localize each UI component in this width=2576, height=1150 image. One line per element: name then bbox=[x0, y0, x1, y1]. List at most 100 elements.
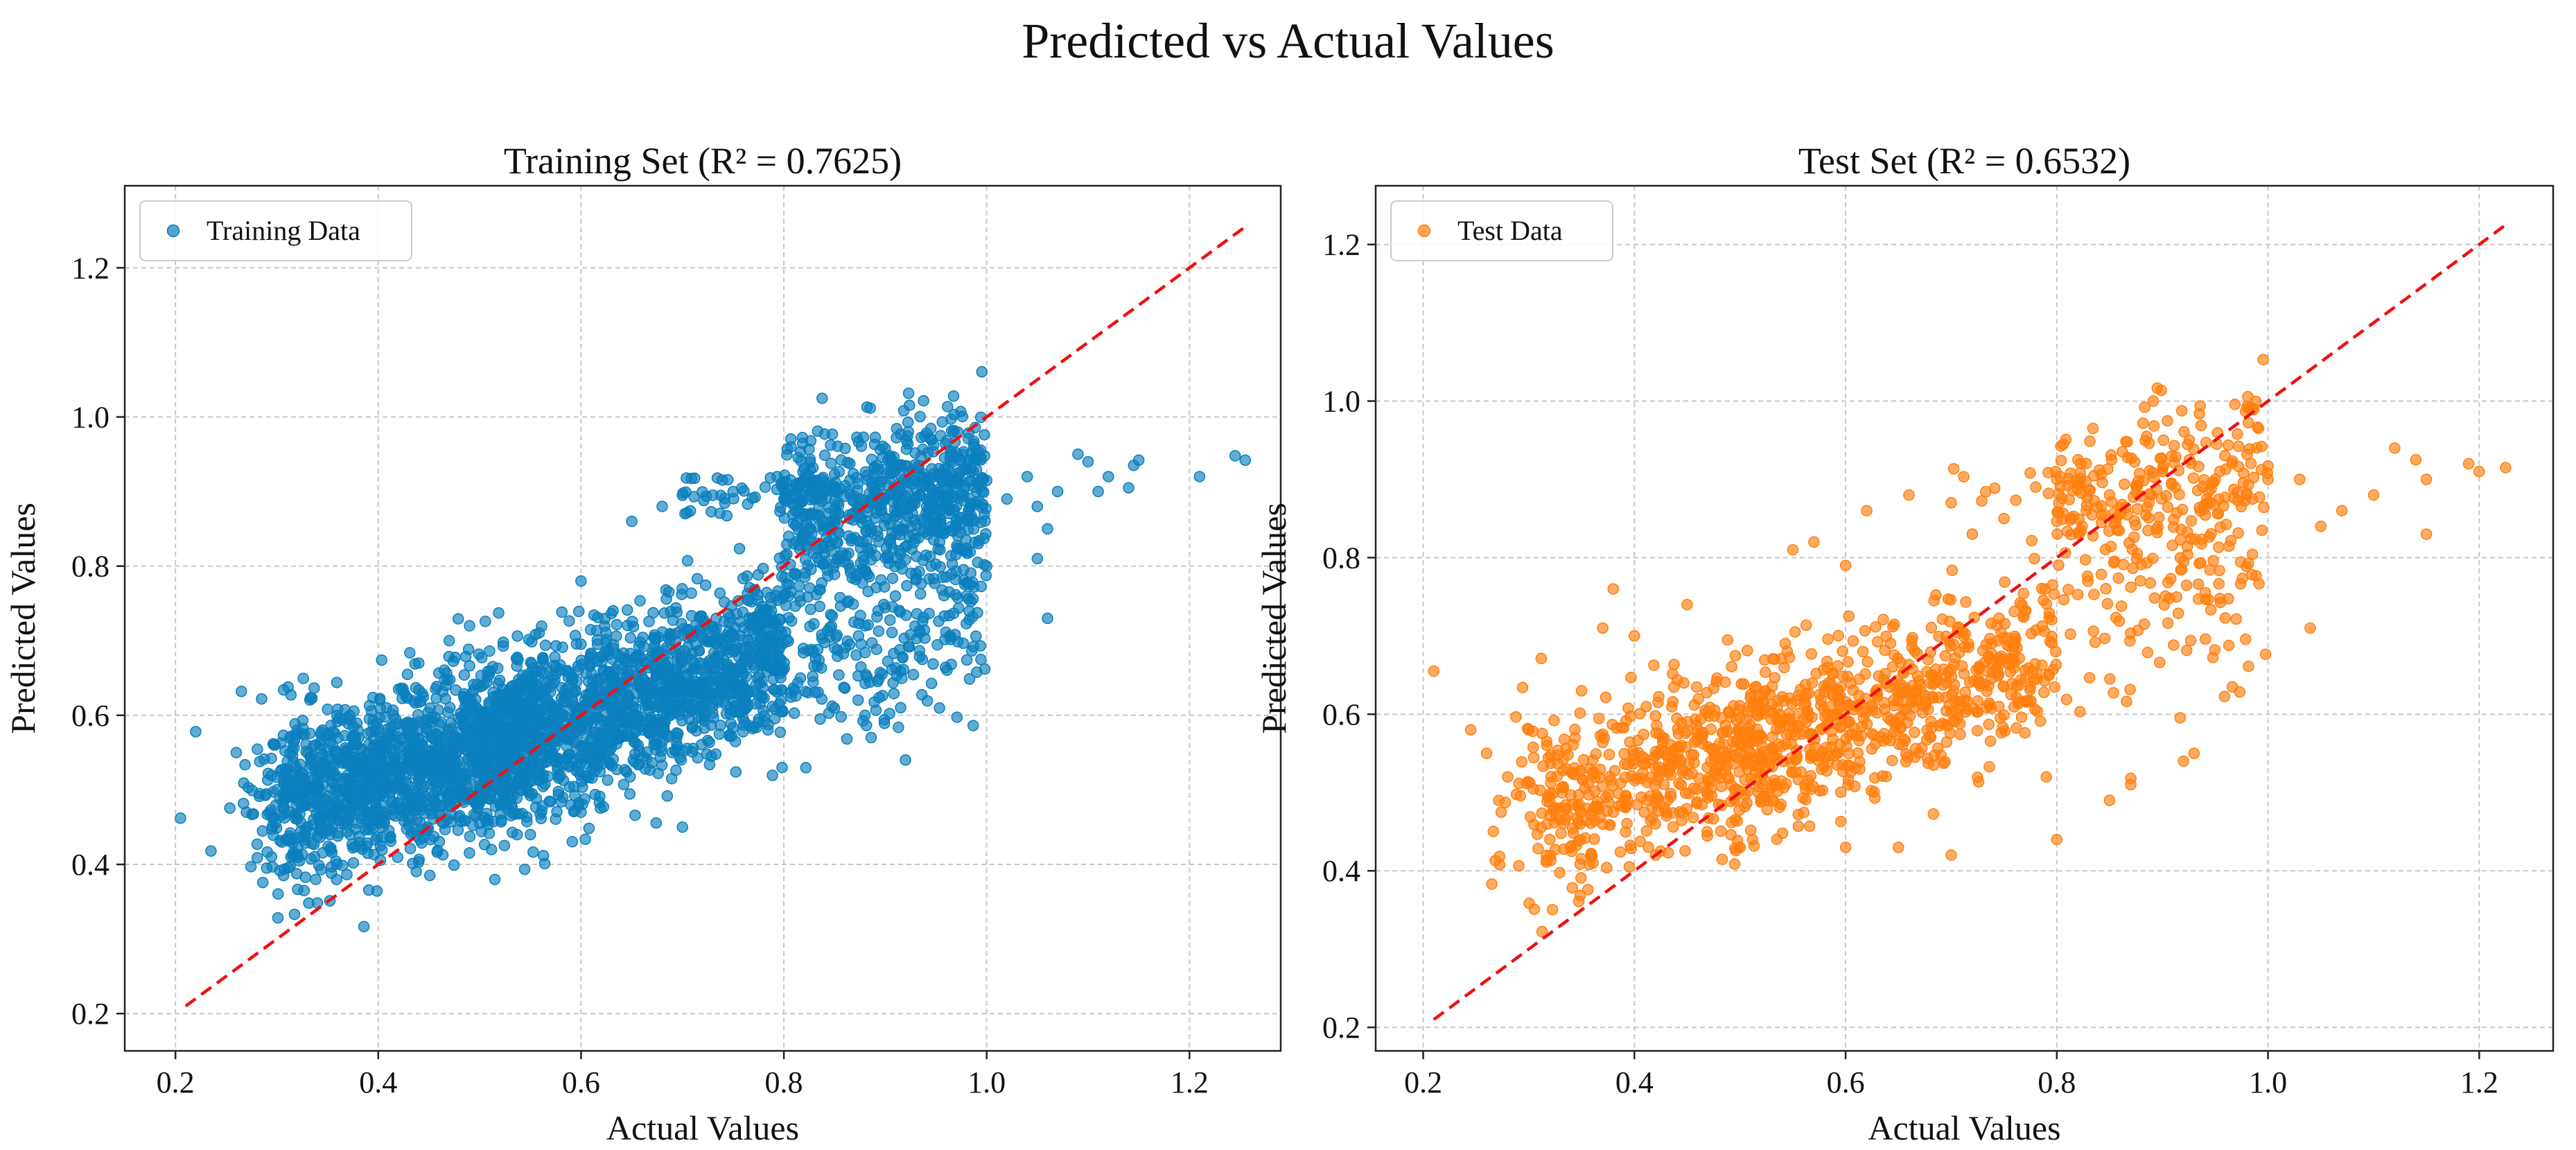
chart1-point bbox=[385, 744, 398, 756]
chart1-point bbox=[778, 493, 790, 505]
chart1-point bbox=[896, 651, 909, 663]
chart1-point bbox=[859, 709, 871, 722]
chart1-point bbox=[624, 771, 636, 783]
chart2-point bbox=[2187, 472, 2200, 484]
chart1-point bbox=[902, 641, 915, 652]
chart1-point bbox=[900, 609, 912, 621]
chart2-point bbox=[1843, 699, 1855, 711]
chart1-point bbox=[916, 471, 929, 482]
chart1-point bbox=[267, 812, 279, 824]
chart1-point bbox=[925, 677, 938, 690]
chart1-point bbox=[878, 717, 891, 729]
chart2-point bbox=[2246, 548, 2259, 560]
chart1-point bbox=[419, 780, 431, 792]
chart1-y-tick-label: 0.8 bbox=[71, 550, 109, 584]
chart1-point bbox=[1042, 612, 1053, 625]
chart2-point bbox=[2053, 559, 2065, 571]
chart1-y-tick-label: 0.4 bbox=[71, 848, 109, 882]
chart2-point bbox=[2162, 617, 2174, 629]
chart1-point bbox=[724, 633, 736, 645]
chart1-point bbox=[527, 846, 539, 858]
chart2-point bbox=[1886, 661, 1899, 673]
chart1-point bbox=[647, 607, 659, 619]
chart1-point bbox=[893, 496, 904, 508]
chart2-point bbox=[2104, 673, 2116, 685]
chart2-point bbox=[2110, 611, 2122, 624]
chart1-point bbox=[310, 785, 322, 798]
chart1-point bbox=[915, 431, 927, 444]
chart1-point bbox=[265, 752, 277, 765]
chart2-point bbox=[1620, 826, 1631, 838]
chart1-point bbox=[435, 716, 447, 729]
chart1-point bbox=[1103, 471, 1114, 482]
chart1-point bbox=[897, 405, 910, 417]
chart1-point bbox=[825, 458, 837, 469]
chart2-point bbox=[1681, 715, 1694, 728]
chart1-point bbox=[814, 600, 825, 613]
chart1-point bbox=[297, 672, 309, 684]
chart1-point bbox=[550, 756, 563, 768]
chart2-point bbox=[1999, 576, 2010, 588]
chart1-point bbox=[308, 682, 320, 694]
chart1-point bbox=[623, 729, 635, 742]
chart1-point bbox=[910, 482, 922, 495]
chart1-point bbox=[952, 542, 963, 554]
chart1-point bbox=[646, 757, 658, 769]
chart1-point bbox=[737, 573, 749, 584]
chart1-point bbox=[914, 410, 926, 423]
chart1-point bbox=[936, 584, 948, 596]
chart1-point bbox=[963, 515, 974, 528]
chart1-point bbox=[872, 604, 884, 617]
chart1-point bbox=[419, 717, 431, 729]
chart2-point bbox=[2108, 687, 2119, 699]
chart1-point bbox=[694, 656, 706, 669]
chart1-point bbox=[457, 718, 468, 730]
chart1-point bbox=[279, 812, 290, 824]
chart1-point bbox=[480, 730, 492, 742]
chart1-point bbox=[543, 665, 556, 677]
chart1-point bbox=[816, 392, 828, 404]
chart1-point bbox=[570, 686, 581, 698]
chart1-point bbox=[351, 764, 362, 776]
chart1-point bbox=[579, 793, 591, 805]
chart2-points bbox=[1428, 354, 2512, 938]
chart1-point bbox=[818, 449, 831, 462]
chart1-point bbox=[374, 702, 387, 715]
chart2-point bbox=[1554, 866, 1566, 879]
chart1-point bbox=[624, 788, 636, 800]
chart1-point bbox=[844, 474, 856, 487]
chart2-point bbox=[2239, 634, 2252, 645]
chart2-point bbox=[1676, 814, 1688, 826]
chart1-point bbox=[579, 833, 591, 845]
chart1-point bbox=[676, 821, 688, 833]
chart1-point bbox=[692, 711, 704, 724]
chart1-point bbox=[967, 581, 980, 593]
chart2-point bbox=[2047, 579, 2058, 591]
chart2-point bbox=[1716, 853, 1728, 866]
chart1-point bbox=[277, 729, 290, 742]
chart1-point bbox=[468, 742, 480, 755]
chart2-point bbox=[2185, 515, 2198, 527]
chart1-point bbox=[829, 514, 841, 526]
chart2-point bbox=[2100, 583, 2112, 595]
chart1-point bbox=[881, 549, 893, 561]
chart2-point bbox=[2087, 625, 2099, 637]
chart1-point bbox=[468, 732, 480, 744]
chart1-point bbox=[833, 527, 845, 539]
chart2-point bbox=[1947, 463, 1960, 475]
chart1-point bbox=[483, 828, 496, 839]
chart2-point bbox=[2048, 588, 2060, 600]
chart1-point bbox=[344, 807, 356, 819]
chart1-point bbox=[776, 761, 788, 774]
chart1-point bbox=[261, 862, 273, 874]
chart1-point bbox=[656, 500, 668, 512]
chart2-point bbox=[1588, 833, 1600, 845]
chart2-point bbox=[2178, 426, 2190, 438]
chart2-point bbox=[1837, 759, 1848, 771]
chart2-point bbox=[2088, 589, 2100, 600]
chart2-point bbox=[2153, 512, 2165, 523]
chart1-point bbox=[310, 873, 322, 885]
chart1-point bbox=[927, 439, 940, 451]
chart1-point bbox=[670, 764, 682, 776]
